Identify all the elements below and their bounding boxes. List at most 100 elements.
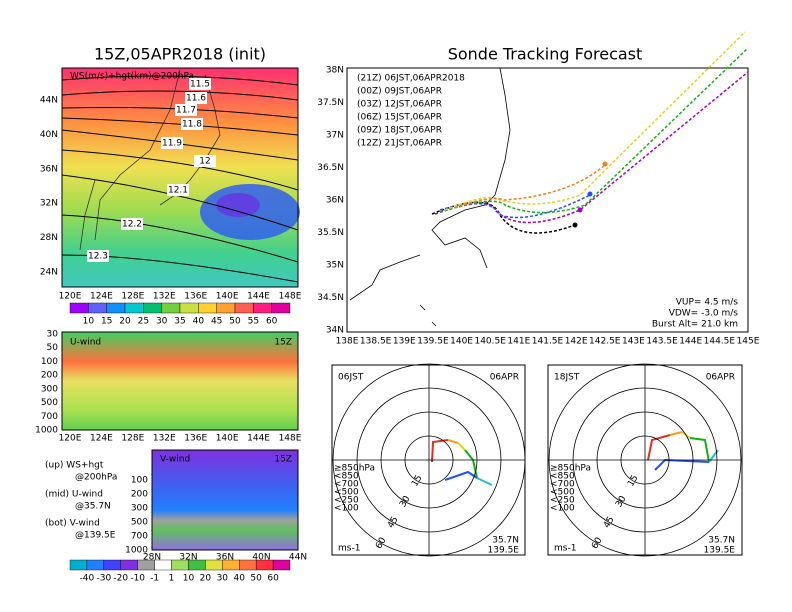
u-frame (61, 331, 299, 431)
colorbar-label: -30 (96, 574, 111, 584)
x-tick-label: 36N (216, 553, 234, 563)
colorbar-cell (154, 559, 172, 571)
time-legend: (06Z) 15JST,06APR (357, 113, 442, 123)
x-tick-label: 136E (184, 292, 207, 302)
level-legend: <500 (550, 488, 575, 498)
hodo-unit: ms-1 (554, 544, 576, 554)
x-tick-label: 148E (279, 292, 302, 302)
ring-label: 15 (626, 474, 640, 489)
x-tick-label: 144E (247, 292, 270, 302)
x-tick-label: 140E (216, 434, 239, 444)
contour-label-bg (189, 78, 211, 90)
x-tick-label: 143.5E (646, 337, 678, 347)
colorbar-cell (239, 559, 257, 571)
hodo-location: 35.7N (708, 536, 735, 546)
colorbar-label: -10 (130, 574, 145, 584)
endpoint (602, 161, 608, 167)
contour-label-bg (175, 104, 197, 116)
note: @139.5E (75, 531, 116, 541)
colorbar-cell (234, 302, 254, 314)
colorbar-cell (86, 559, 105, 571)
colorbar-label: 60 (266, 317, 278, 327)
colorbar-label: -40 (80, 574, 95, 584)
hodo-location: 35.7N (492, 536, 519, 546)
colorbar-label: 10 (83, 317, 95, 327)
level-legend: <850 (334, 472, 359, 482)
ring-label: 30 (398, 494, 413, 509)
x-tick-label: 28N (143, 553, 161, 563)
note: (bot) V-wind (45, 519, 100, 529)
x-tick-label: 128E (121, 292, 144, 302)
colorbar-label: 35 (174, 317, 185, 327)
y-tick-label: 200 (131, 490, 148, 500)
level-legend: ≥850hPa (334, 464, 375, 474)
colorbar-cell (205, 559, 223, 571)
contour-label: 11.6 (186, 94, 206, 104)
contour-label: 11.7 (176, 106, 196, 116)
x-tick-label: 140E (450, 337, 473, 347)
x-tick-label: 144.5E (704, 337, 736, 347)
ring-label: 45 (386, 515, 400, 530)
y-tick-label: 32N (40, 199, 58, 209)
level-legend: <500 (334, 488, 359, 498)
colorbar-cell (198, 302, 217, 314)
colorbar-label: 50 (229, 317, 241, 327)
endpoint (572, 222, 578, 228)
colorbar-cell (103, 559, 121, 571)
colorbar-cell (120, 559, 138, 571)
contour-label: 12.3 (88, 252, 108, 262)
hodo-date: 06APR (490, 373, 519, 383)
ring-label: 30 (614, 494, 629, 509)
note: @35.7N (75, 502, 111, 512)
colorbar-cell (255, 559, 274, 571)
x-tick-label: 141.5E (532, 337, 564, 347)
v-time: 15Z (274, 455, 292, 465)
note: (mid) U-wind (45, 490, 103, 500)
y-tick-label: 28N (40, 233, 58, 243)
colorbar-cell (179, 302, 199, 314)
contour-label: 12 (199, 157, 210, 167)
colorbar-cell (271, 302, 291, 314)
v-label: V-wind (160, 455, 190, 465)
x-tick-label: 40N (252, 553, 270, 563)
colorbar-label: 15 (101, 317, 112, 327)
colorbar-cell (272, 559, 291, 571)
hodo-location: 139.5E (488, 546, 520, 556)
contour-label: 12.2 (122, 220, 142, 230)
colorbar-cell (216, 302, 236, 314)
x-tick-label: 120E (59, 434, 82, 444)
colorbar-label: 1 (169, 574, 175, 584)
ring-label: 15 (410, 474, 424, 489)
contour-label-bg (167, 184, 189, 196)
ring-label: 60 (590, 536, 605, 551)
hodo-location: 139.5E (704, 546, 736, 556)
contour-label-bg (121, 218, 143, 230)
contour-label-bg (194, 155, 216, 167)
colorbar-cell (253, 302, 272, 314)
x-tick-label: 132E (153, 292, 176, 302)
v-field (152, 450, 298, 550)
jet-core (216, 193, 260, 217)
x-tick-label: 120E (59, 292, 82, 302)
level-legend: <700 (550, 480, 575, 490)
y-tick-label: 500 (131, 518, 148, 528)
hodo-time: 18JST (554, 373, 580, 383)
x-tick-label: 136E (184, 434, 207, 444)
x-tick-label: 143E (622, 337, 645, 347)
y-tick-label: 40N (40, 130, 58, 140)
y-tick-label: 30 (47, 330, 59, 340)
level-legend: <100 (334, 504, 359, 514)
colorbar-label: 30 (217, 574, 229, 584)
colorbar-cell (106, 302, 126, 314)
colorbar-cell (171, 559, 189, 571)
y-tick-label: 44N (40, 96, 58, 106)
param: Burst Alt= 21.0 km (652, 320, 738, 330)
colorbar-label: 45 (211, 317, 222, 327)
coastline (349, 67, 511, 327)
colorbar-cell (88, 302, 107, 314)
contour-label: 11.8 (182, 120, 202, 130)
colorbar-cell (222, 559, 240, 571)
colorbar-label: 25 (138, 317, 149, 327)
y-tick-label: 700 (131, 532, 148, 542)
